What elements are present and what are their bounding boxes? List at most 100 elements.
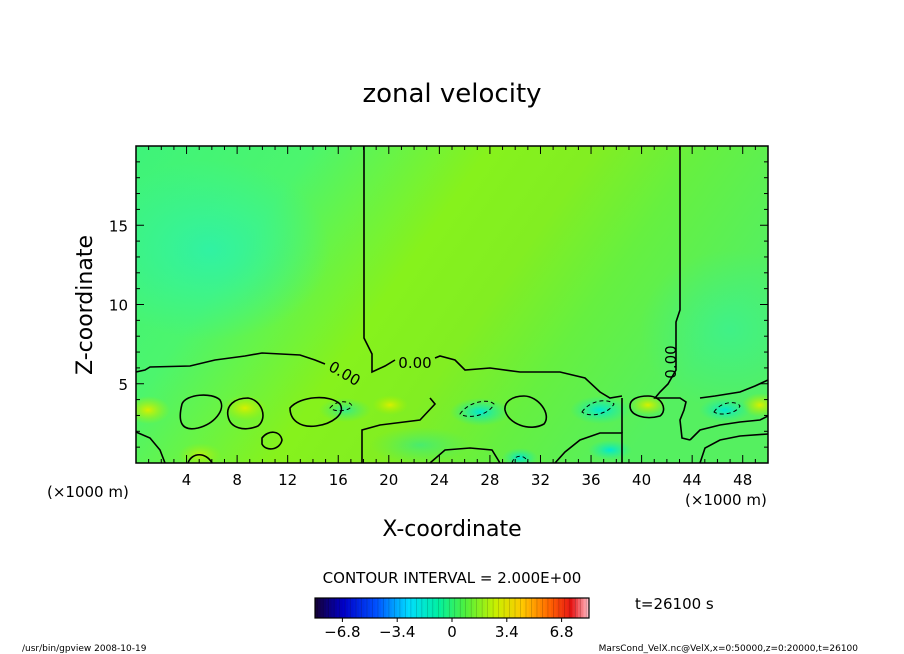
contour-line [187,453,213,463]
colorbar-segment [539,598,543,618]
colorbar-segment [452,598,456,618]
field-region-upper-left [136,160,330,340]
colorbar-segment [501,598,505,618]
field-cell [319,398,371,422]
colorbar-segment [561,598,565,618]
colorbar-segment [328,598,332,618]
field-cell [372,395,408,415]
colorbar-segment [564,598,568,618]
colorbar-segment [427,598,431,618]
colorbar-segment [569,598,573,618]
colorbar-segment [397,598,401,618]
contour-line [289,396,343,428]
colorbar: −6.8 −3.4 0 3.4 6.8 [315,598,590,641]
colorbar-tick-label: −3.4 [379,623,415,641]
colorbar-segment [504,598,508,618]
contour-line [699,379,768,399]
contour-line [511,455,529,463]
contour-line [629,395,665,419]
x-tick-label: 16 [329,471,348,489]
colorbar-segment [512,598,516,618]
contour-line [329,401,353,412]
colorbar-segment [356,598,360,618]
colorbar-segment [558,598,562,618]
colorbar-segment [509,598,513,618]
colorbar-segment [525,598,530,618]
x-tick-label: 44 [683,471,702,489]
colorbar-tick-label: 0 [447,623,457,641]
x-tick-label: 12 [278,471,297,489]
colorbar-segment [553,598,557,618]
colorbar-segment [325,598,329,618]
contour-line [554,432,623,463]
colorbar-segment [430,598,434,618]
field-cell [136,396,170,424]
x-axis-label: X-coordinate [382,517,521,542]
colorbar-segment [476,598,480,618]
colorbar-segment [342,598,346,618]
colorbar-segment [493,598,497,618]
colorbar-segment [523,598,527,618]
contour-line [136,431,166,463]
colorbar-segment [410,598,414,618]
colorbar-segment [473,598,477,618]
contour-line [363,146,396,374]
colorbar-segment [490,598,494,618]
colorbar-segment [462,598,466,618]
colorbar-segment [408,598,412,618]
contour-line [581,400,615,416]
colorbar-segment [435,598,439,618]
colorbar-segment [454,598,458,618]
contour-line [179,394,223,430]
colorbar-segment [378,598,382,618]
y-tick-label: 15 [109,217,128,235]
colorbar-segment [339,598,343,618]
x-tick-label: 48 [733,471,752,489]
colorbar-segment [528,598,532,618]
colorbar-segment [405,598,409,618]
field-cell [502,448,538,463]
colorbar-segment [545,598,549,618]
x-tick-label: 4 [182,471,192,489]
colorbar-segment [495,598,499,618]
x-tick-label: 8 [232,471,242,489]
colorbar-segment [391,598,395,618]
colorbar-segment [536,598,540,618]
colorbar-frame [314,597,590,619]
colorbar-segment [320,598,324,618]
field-cell [178,443,222,463]
colorbar-segment [317,598,321,618]
colorbar-segment [479,598,483,618]
colorbar-segment [345,598,349,618]
contour-line [653,146,691,441]
colorbar-segment [394,598,398,618]
x-tick-label: 40 [632,471,651,489]
colorbar-segment [515,598,519,618]
colorbar-segment [498,598,502,618]
colorbar-segment [421,598,425,618]
colorbar-segment [413,598,417,618]
field-cell [588,440,632,460]
contour-line [459,400,495,417]
contour-label: 0.00 [662,345,680,378]
x-tick-label: 28 [480,471,499,489]
colorbar-segment [438,598,442,618]
colorbar-segment [372,598,376,618]
colorbar-segment [567,598,571,618]
colorbar-segment [517,598,521,618]
colorbar-segment [441,598,445,618]
colorbar-segment [586,598,590,618]
colorbar-tick-label: 6.8 [550,623,574,641]
contour-interval: CONTOUR INTERVAL = 2.000E+00 [323,569,582,587]
colorbar-segment [380,598,384,618]
contour-line [261,431,283,450]
colorbar-segment [432,598,436,618]
negative-contours [329,400,741,463]
zero-contours [136,146,768,463]
footer-left: /usr/bin/gpview 2008-10-19 [22,644,147,654]
colorbar-segment [457,598,461,618]
colorbar-segment [487,598,491,618]
contour-line [689,415,768,441]
colorbar-segment [399,598,403,618]
